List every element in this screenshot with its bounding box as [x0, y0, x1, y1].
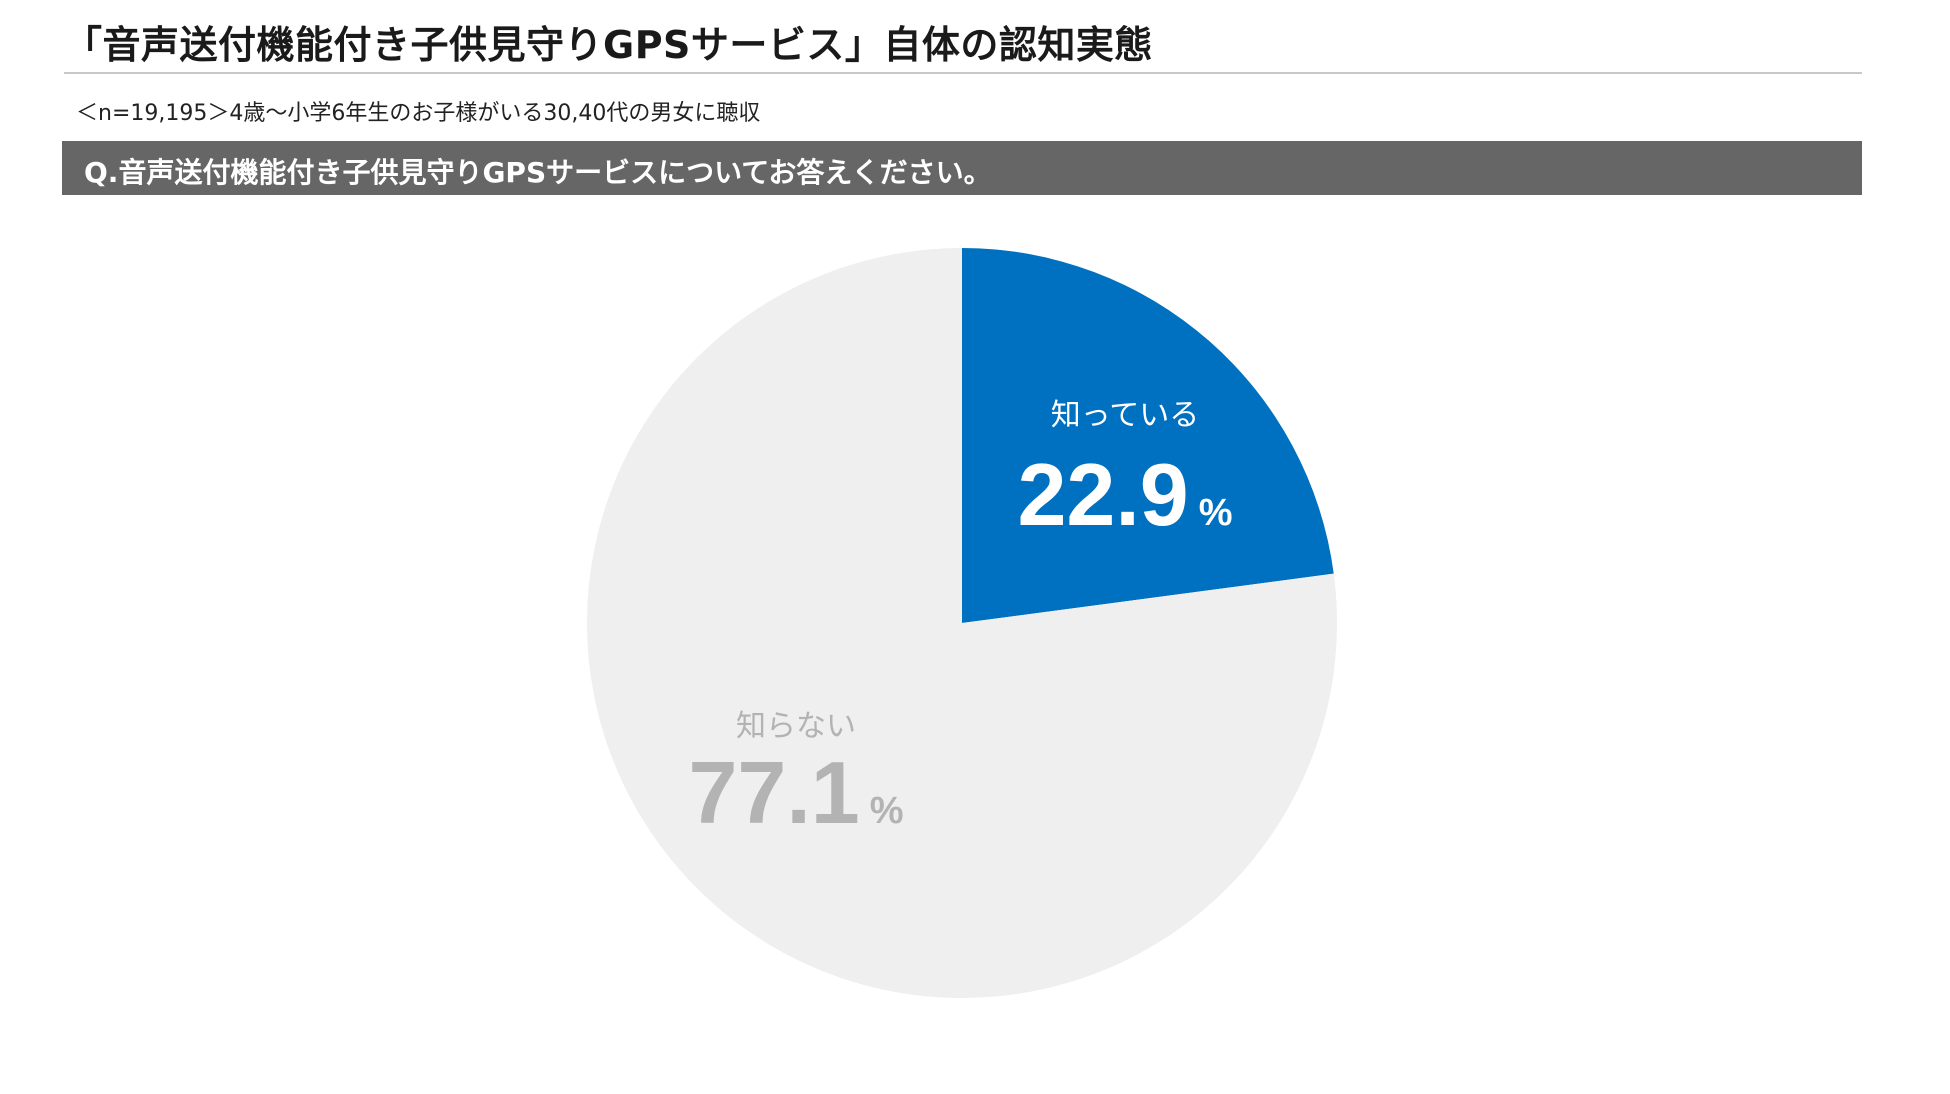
title-divider [64, 72, 1862, 74]
question-text: Q.音声送付機能付き子供見守りGPSサービスについてお答えください。 [84, 156, 992, 189]
slice-label-unknown: 知らない [736, 709, 856, 744]
slice-value-unknown: 77.1% [688, 743, 903, 842]
slice-value-known: 22.9% [1017, 445, 1232, 544]
pie-slices [586, 248, 1337, 998]
pie-slice-known [962, 248, 1334, 623]
sample-description: ＜n=19,195＞4歳〜小学6年生のお子様がいる30,40代の男女に聴収 [76, 101, 761, 126]
pie-slice-unknown [586, 248, 1337, 998]
question-bar: Q.音声送付機能付き子供見守りGPSサービスについてお答えください。 [62, 141, 1862, 195]
slice-label-known: 知っている [1051, 398, 1200, 433]
page-title: 「音声送付機能付き子供見守りGPSサービス」自体の認知実態 [64, 23, 1153, 67]
